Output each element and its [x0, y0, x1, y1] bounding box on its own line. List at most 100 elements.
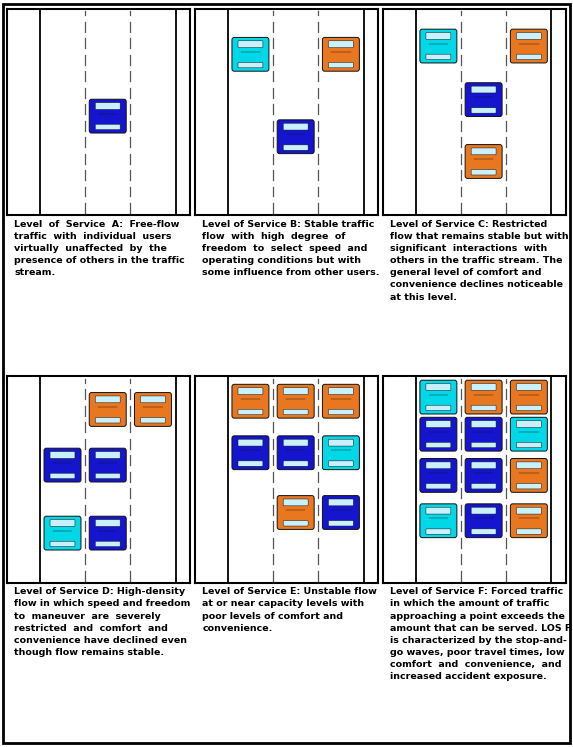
FancyBboxPatch shape [420, 418, 457, 451]
Text: Level  of  Service  A:  Free-flow
traffic  with  individual  users
virtually  un: Level of Service A: Free-flow traffic wi… [14, 220, 185, 277]
FancyBboxPatch shape [511, 459, 547, 492]
FancyBboxPatch shape [516, 483, 541, 489]
FancyBboxPatch shape [426, 405, 451, 411]
FancyBboxPatch shape [471, 383, 496, 391]
FancyBboxPatch shape [471, 108, 496, 113]
FancyBboxPatch shape [471, 529, 496, 534]
FancyBboxPatch shape [471, 170, 496, 175]
FancyBboxPatch shape [140, 396, 166, 403]
FancyBboxPatch shape [426, 483, 451, 489]
FancyBboxPatch shape [50, 473, 75, 479]
FancyBboxPatch shape [511, 29, 547, 63]
FancyBboxPatch shape [89, 516, 126, 550]
FancyBboxPatch shape [471, 405, 496, 411]
FancyBboxPatch shape [471, 421, 496, 427]
FancyBboxPatch shape [471, 483, 496, 489]
FancyBboxPatch shape [420, 380, 457, 414]
FancyBboxPatch shape [140, 418, 166, 423]
FancyBboxPatch shape [283, 123, 308, 130]
FancyBboxPatch shape [283, 439, 308, 446]
FancyBboxPatch shape [465, 380, 502, 414]
FancyBboxPatch shape [465, 145, 502, 179]
Text: Level of Service C: Restricted
flow that remains stable but with
significant  in: Level of Service C: Restricted flow that… [390, 220, 569, 302]
FancyBboxPatch shape [426, 55, 451, 60]
FancyBboxPatch shape [511, 418, 547, 451]
FancyBboxPatch shape [50, 542, 75, 547]
FancyBboxPatch shape [238, 63, 263, 68]
FancyBboxPatch shape [323, 436, 359, 470]
FancyBboxPatch shape [465, 503, 502, 538]
FancyBboxPatch shape [516, 383, 541, 391]
FancyBboxPatch shape [95, 418, 120, 423]
FancyBboxPatch shape [516, 462, 541, 468]
FancyBboxPatch shape [277, 495, 314, 530]
FancyBboxPatch shape [44, 516, 81, 550]
FancyBboxPatch shape [328, 461, 354, 466]
FancyBboxPatch shape [511, 380, 547, 414]
FancyBboxPatch shape [89, 448, 126, 482]
FancyBboxPatch shape [328, 439, 354, 446]
FancyBboxPatch shape [95, 102, 120, 110]
FancyBboxPatch shape [95, 124, 120, 130]
Text: Level of Service F: Forced traffic
in which the amount of traffic
approaching a : Level of Service F: Forced traffic in wh… [390, 587, 571, 681]
FancyBboxPatch shape [89, 99, 126, 133]
FancyBboxPatch shape [283, 461, 308, 466]
FancyBboxPatch shape [465, 418, 502, 451]
FancyBboxPatch shape [238, 41, 263, 48]
FancyBboxPatch shape [328, 41, 354, 48]
FancyBboxPatch shape [471, 86, 496, 93]
FancyBboxPatch shape [50, 520, 75, 527]
FancyBboxPatch shape [50, 452, 75, 459]
FancyBboxPatch shape [328, 409, 354, 415]
FancyBboxPatch shape [283, 409, 308, 415]
FancyBboxPatch shape [471, 462, 496, 468]
FancyBboxPatch shape [277, 436, 314, 470]
FancyBboxPatch shape [516, 529, 541, 534]
FancyBboxPatch shape [135, 393, 171, 427]
FancyBboxPatch shape [232, 436, 269, 470]
FancyBboxPatch shape [89, 393, 126, 427]
FancyBboxPatch shape [283, 388, 308, 394]
FancyBboxPatch shape [426, 507, 451, 514]
FancyBboxPatch shape [95, 542, 120, 547]
FancyBboxPatch shape [277, 384, 314, 418]
FancyBboxPatch shape [420, 459, 457, 492]
FancyBboxPatch shape [95, 520, 120, 527]
FancyBboxPatch shape [516, 442, 541, 447]
FancyBboxPatch shape [238, 461, 263, 466]
FancyBboxPatch shape [420, 503, 457, 538]
Text: Level of Service B: Stable traffic
flow  with  high  degree  of
freedom  to  sel: Level of Service B: Stable traffic flow … [202, 220, 380, 277]
FancyBboxPatch shape [323, 37, 359, 71]
FancyBboxPatch shape [465, 459, 502, 492]
FancyBboxPatch shape [328, 388, 354, 394]
FancyBboxPatch shape [232, 37, 269, 71]
FancyBboxPatch shape [323, 495, 359, 530]
FancyBboxPatch shape [516, 405, 541, 411]
FancyBboxPatch shape [471, 148, 496, 155]
FancyBboxPatch shape [516, 421, 541, 427]
Text: Level of Service E: Unstable flow
at or near capacity levels with
poor levels of: Level of Service E: Unstable flow at or … [202, 587, 377, 633]
FancyBboxPatch shape [516, 33, 541, 40]
FancyBboxPatch shape [328, 521, 354, 526]
FancyBboxPatch shape [238, 388, 263, 394]
FancyBboxPatch shape [426, 529, 451, 534]
FancyBboxPatch shape [471, 507, 496, 514]
FancyBboxPatch shape [95, 452, 120, 459]
FancyBboxPatch shape [420, 29, 457, 63]
FancyBboxPatch shape [232, 384, 269, 418]
FancyBboxPatch shape [277, 120, 314, 154]
Text: Level of Service D: High-density
flow in which speed and freedom
to  maneuver  a: Level of Service D: High-density flow in… [14, 587, 191, 657]
FancyBboxPatch shape [516, 507, 541, 514]
FancyBboxPatch shape [426, 33, 451, 40]
FancyBboxPatch shape [426, 462, 451, 468]
FancyBboxPatch shape [44, 448, 81, 482]
FancyBboxPatch shape [283, 145, 308, 150]
FancyBboxPatch shape [426, 442, 451, 447]
FancyBboxPatch shape [516, 55, 541, 60]
FancyBboxPatch shape [95, 473, 120, 479]
FancyBboxPatch shape [238, 409, 263, 415]
FancyBboxPatch shape [471, 442, 496, 447]
FancyBboxPatch shape [426, 383, 451, 391]
FancyBboxPatch shape [511, 503, 547, 538]
FancyBboxPatch shape [465, 83, 502, 117]
